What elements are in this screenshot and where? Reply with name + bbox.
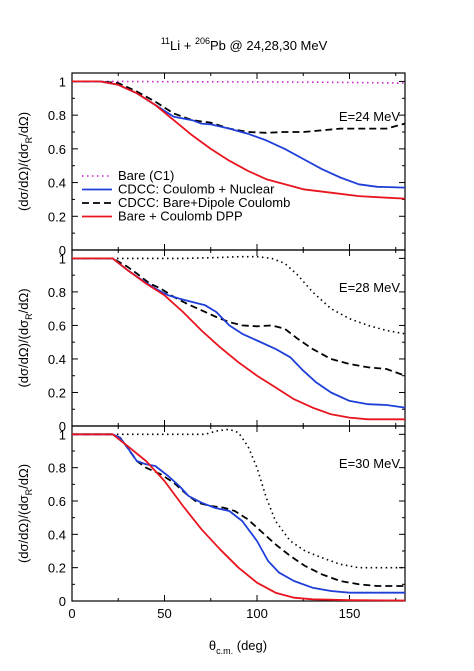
x-tick-label: 50: [157, 606, 171, 621]
x-tick-label: 100: [246, 606, 268, 621]
panel-label: E=28 MeV: [339, 280, 400, 295]
y-tick-label: 1: [59, 74, 66, 89]
series-line-bare_dpp: [72, 80, 406, 200]
plot-frame: [71, 249, 406, 427]
y-axis-label: (dσ/dΩ)/(dσR/dΩ): [16, 112, 34, 211]
y-tick-label: 0.8: [48, 285, 66, 300]
y-tick-label: 0: [59, 419, 66, 434]
legend-label-bare: Bare (C1): [118, 168, 174, 183]
y-tick-label: 1: [59, 251, 66, 266]
y-tick-label: 0.6: [48, 494, 66, 509]
y-tick-label: 0: [59, 594, 66, 609]
y-tick-label: 0: [59, 243, 66, 258]
series-line-bare_dpp: [72, 433, 406, 602]
series-line-bare: [72, 255, 406, 335]
legend-label-bare_dpp: Bare + Coulomb DPP: [118, 209, 243, 224]
x-axis-label: θc.m. (deg): [209, 638, 267, 656]
y-tick-label: 0.2: [48, 209, 66, 224]
panel-3: 0 0.2 0.4 0.6 0.8 1 0 50 100 150 E=30 MeV (dσ/dΩ)/(…: [16, 425, 406, 621]
plot-frame: [71, 425, 406, 602]
legend-label-cdcc_nuclear: CDCC: Coulomb + Nuclear: [118, 182, 275, 197]
legend-label-cdcc_dipole: CDCC: Bare+Dipole Coulomb: [118, 195, 290, 210]
series-line-bare_dpp: [72, 257, 405, 421]
panel-label: E=30 MeV: [339, 456, 400, 471]
series-line-bare: [72, 428, 405, 569]
panel-1: 0 0.2 0.4 0.6 0.8 1 E=24 MeV (dσ/dΩ)/(dσR/dΩ): [16, 72, 406, 258]
y-tick-label: 0.6: [48, 318, 66, 333]
panels: 00.20.40.60.81E=24 MeV(dσ/dΩ)/(dσR/dΩ)00…: [16, 72, 406, 621]
y-tick-label: 0.2: [48, 385, 66, 400]
panel-2: 0 0.2 0.4 0.6 0.8 1 E=28 MeV (dσ/dΩ)/(dσR/dΩ): [16, 249, 406, 434]
y-tick-label: 0.6: [48, 142, 66, 157]
y-tick-label: 0.8: [48, 108, 66, 123]
y-tick-label: 0.4: [48, 527, 66, 542]
series-line-cdcc_dipole: [72, 80, 406, 134]
x-tick-label: 0: [68, 606, 75, 621]
y-tick-label: 0.4: [48, 352, 66, 367]
series-line-cdcc_dipole: [72, 257, 406, 377]
x-tick-label: 150: [339, 606, 361, 621]
series-line-bare: [72, 80, 406, 84]
y-tick-label: 0.4: [48, 176, 66, 191]
chart-title: 11Li + 206Pb @ 24,28,30 MeV: [161, 36, 328, 53]
y-axis-label: (dσ/dΩ)/(dσR/dΩ): [16, 464, 34, 563]
panel-label: E=24 MeV: [339, 109, 400, 124]
y-tick-label: 0.2: [48, 561, 66, 576]
y-axis-label: (dσ/dΩ)/(dσR/dΩ): [16, 288, 34, 387]
y-tick-label: 1: [59, 427, 66, 442]
y-tick-label: 0.8: [48, 461, 66, 476]
